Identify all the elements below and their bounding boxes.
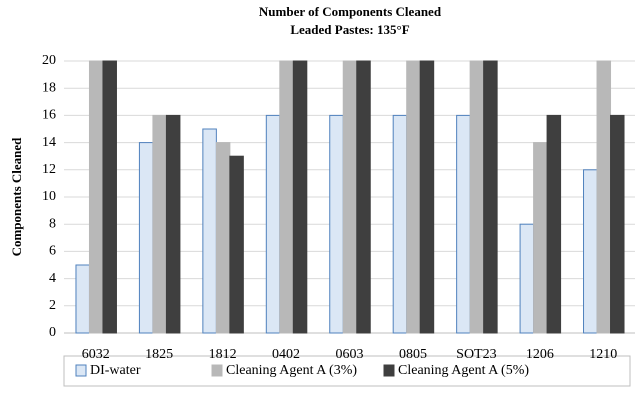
x-tick-label: 0805 bbox=[399, 347, 427, 362]
bar bbox=[610, 114, 625, 334]
bar bbox=[519, 223, 535, 334]
legend-swatch bbox=[211, 364, 223, 377]
bar bbox=[469, 60, 485, 334]
bar bbox=[102, 60, 117, 334]
bar bbox=[329, 114, 344, 334]
bar bbox=[406, 60, 421, 334]
bar bbox=[483, 60, 498, 334]
legend-swatch bbox=[383, 364, 395, 377]
x-tick-label: 0603 bbox=[336, 347, 364, 362]
chart-subtitle: Leaded Pastes: 135°F bbox=[290, 22, 409, 37]
bar bbox=[279, 60, 294, 334]
chart-title: Number of Components Cleaned bbox=[259, 4, 442, 19]
y-tick-label: 16 bbox=[42, 108, 56, 123]
bar bbox=[596, 60, 612, 334]
y-tick-label: 18 bbox=[42, 80, 56, 95]
legend-label: Cleaning Agent A (5%) bbox=[398, 363, 529, 378]
x-tick-label: 1812 bbox=[209, 347, 237, 362]
bar bbox=[292, 60, 308, 334]
bar bbox=[229, 155, 244, 334]
y-tick-label: 20 bbox=[42, 53, 56, 68]
bar bbox=[75, 264, 90, 334]
y-tick-label: 4 bbox=[49, 271, 56, 286]
x-tick-label: 1825 bbox=[145, 347, 173, 362]
bar bbox=[392, 114, 408, 334]
y-tick-label: 0 bbox=[49, 325, 56, 340]
legend-box bbox=[63, 355, 631, 387]
x-tick-label: 1206 bbox=[526, 347, 554, 362]
bar bbox=[356, 60, 371, 334]
bar bbox=[456, 114, 471, 334]
legend-label: Cleaning Agent A (3%) bbox=[226, 363, 357, 378]
y-tick-label: 10 bbox=[42, 189, 56, 204]
bar bbox=[419, 60, 435, 334]
legend-swatch bbox=[75, 364, 87, 377]
bar bbox=[138, 142, 154, 334]
x-tick-label: SOT23 bbox=[456, 347, 496, 362]
bar bbox=[533, 142, 548, 334]
y-axis-label: Components Cleaned bbox=[9, 137, 24, 257]
bar bbox=[152, 114, 167, 334]
y-tick-label: 12 bbox=[42, 162, 56, 177]
legend-label: DI-water bbox=[90, 363, 141, 378]
bar bbox=[165, 114, 181, 334]
bar bbox=[215, 142, 231, 334]
y-tick-label: 14 bbox=[42, 135, 56, 150]
bar bbox=[88, 60, 104, 334]
bar bbox=[583, 169, 598, 334]
y-tick-label: 6 bbox=[49, 244, 56, 259]
y-tick-label: 8 bbox=[49, 216, 56, 231]
y-tick-label: 2 bbox=[49, 298, 56, 313]
bar bbox=[202, 128, 217, 334]
bar bbox=[265, 114, 281, 334]
bar bbox=[546, 114, 562, 334]
x-tick-label: 1210 bbox=[589, 347, 617, 362]
x-tick-label: 6032 bbox=[82, 347, 110, 362]
x-tick-label: 0402 bbox=[272, 347, 300, 362]
bar bbox=[342, 60, 358, 334]
